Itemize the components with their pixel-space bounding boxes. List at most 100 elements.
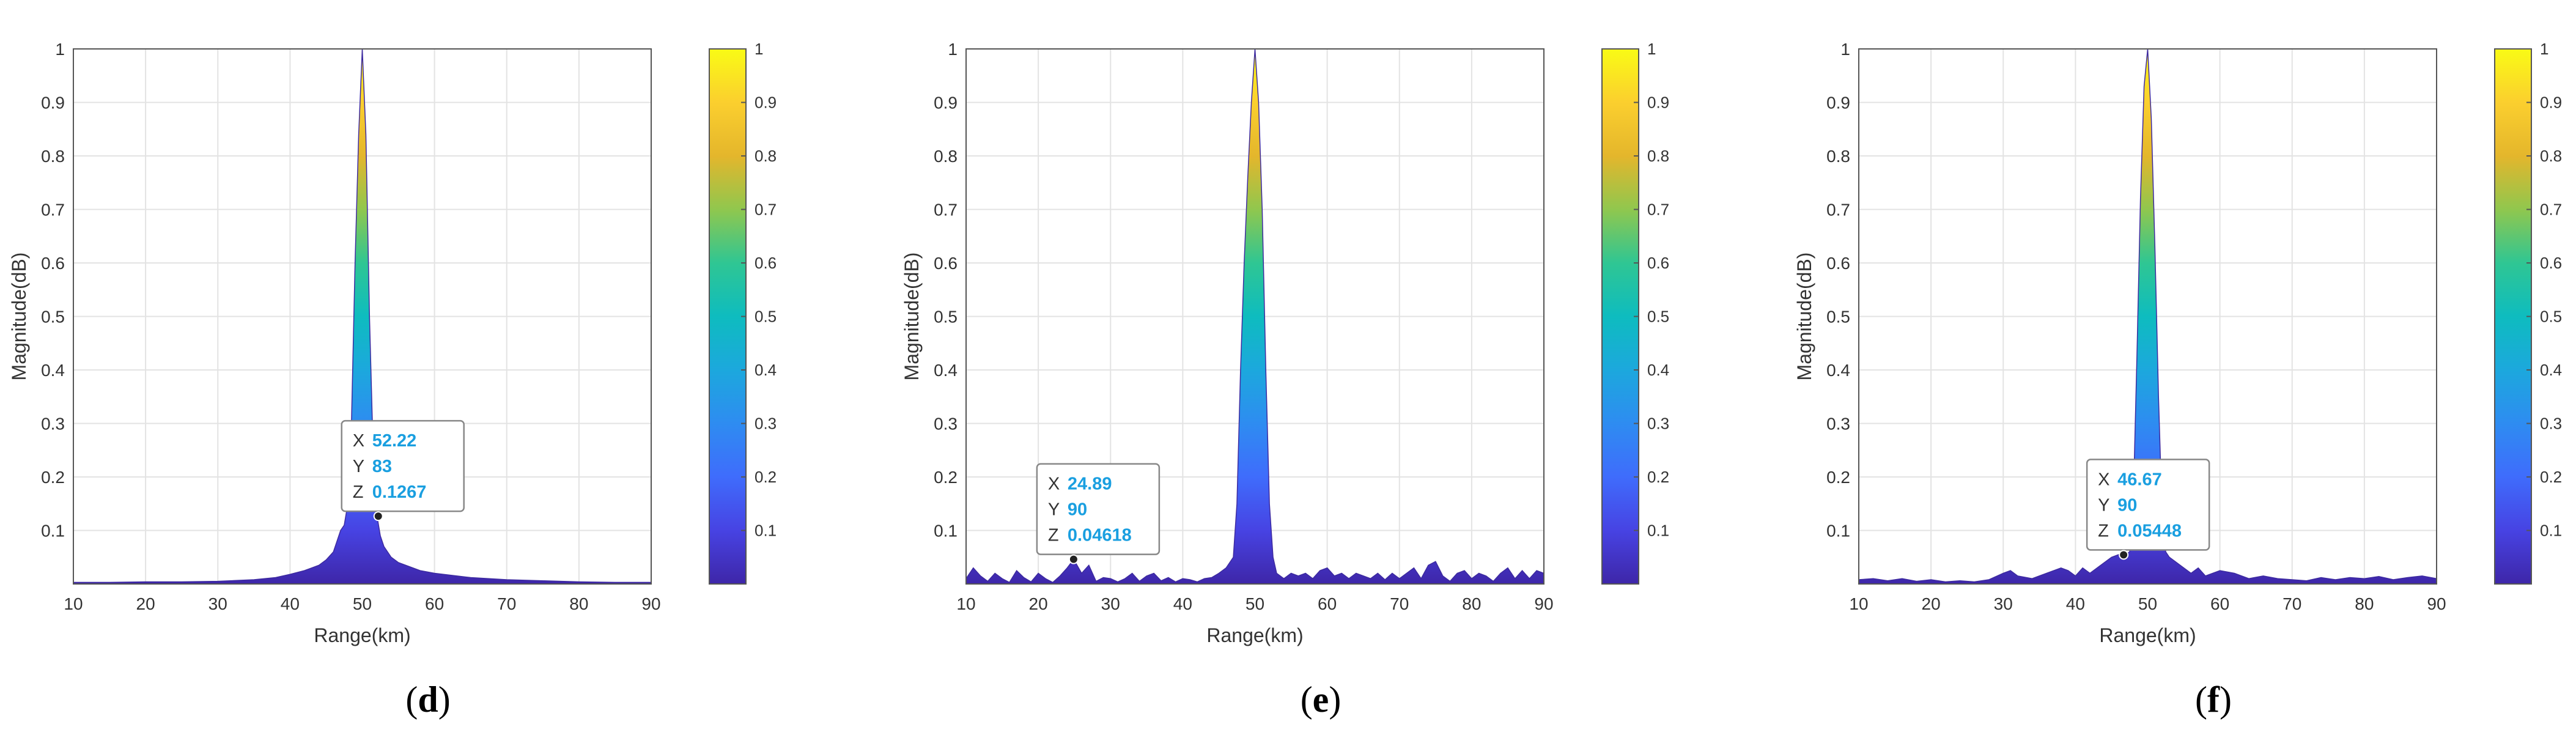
y-tick-label: 0.5 <box>41 308 65 327</box>
datatip-marker <box>2119 550 2129 560</box>
y-tick-label: 0.7 <box>41 201 65 220</box>
panel-label: (d) <box>405 679 451 720</box>
datatip-box <box>341 419 465 512</box>
y-tick-label: 0.4 <box>41 361 65 380</box>
datatip-value: 90 <box>1068 500 1087 520</box>
x-tick-label: 40 <box>1173 594 1192 613</box>
datatip-box <box>1036 463 1161 555</box>
x-tick-label: 80 <box>1462 594 1481 613</box>
x-tick-label: 20 <box>1922 594 1941 613</box>
colorbar-tick-label: 0.3 <box>2540 415 2562 433</box>
x-tick-label: 30 <box>1101 594 1120 613</box>
colorbar <box>1601 48 1639 585</box>
colorbar-tick-label: 0.3 <box>1647 415 1669 433</box>
y-tick-label: 0.7 <box>1826 201 1850 220</box>
datatip-value: 83 <box>372 457 392 476</box>
y-tick-label: 0.2 <box>934 468 958 487</box>
y-tick-label: 0.8 <box>41 147 65 166</box>
x-tick-label: 90 <box>1534 594 1553 613</box>
y-tick-label: 0.8 <box>1826 147 1850 166</box>
y-tick-label: 0.2 <box>41 468 65 487</box>
x-tick-label: 70 <box>2283 594 2301 613</box>
x-tick-label: 70 <box>497 594 516 613</box>
datatip-key: Z <box>1048 526 1059 545</box>
x-tick-label: 10 <box>64 594 83 613</box>
datatip-key: Z <box>353 482 364 502</box>
colorbar <box>709 48 747 585</box>
y-tick-label: 0.5 <box>934 308 958 327</box>
datatip-value: 46.67 <box>2117 470 2162 489</box>
colorbar-tick-label: 1 <box>2540 40 2548 58</box>
y-tick-label: 0.1 <box>1826 522 1850 541</box>
x-axis-label: Range(km) <box>2099 624 2196 646</box>
colorbar-tick-label: 0.9 <box>1647 94 1669 112</box>
colorbar-tick-label: 0.2 <box>2540 468 2562 486</box>
datatip-key: Z <box>2098 521 2109 541</box>
y-tick-label: 0.3 <box>934 415 958 434</box>
y-tick-label: 1 <box>55 40 65 59</box>
y-tick-label: 0.3 <box>41 415 65 434</box>
y-tick-label: 0.4 <box>1826 361 1850 380</box>
x-tick-label: 50 <box>1246 594 1264 613</box>
datatip-value: 52.22 <box>372 431 417 451</box>
x-tick-label: 40 <box>2066 594 2085 613</box>
y-tick-label: 0.6 <box>934 254 958 273</box>
y-tick-label: 0.1 <box>41 522 65 541</box>
x-axis-label: Range(km) <box>1206 624 1303 646</box>
y-tick-label: 0.8 <box>934 147 958 166</box>
y-tick-label: 0.6 <box>41 254 65 273</box>
x-tick-label: 60 <box>1318 594 1337 613</box>
y-axis-label: Magnitude(dB) <box>8 253 30 381</box>
panel-label: (e) <box>1300 679 1342 720</box>
y-axis-label: Magnitude(dB) <box>1793 253 1815 381</box>
datatip-key: Y <box>353 457 364 476</box>
x-tick-label: 90 <box>641 594 660 613</box>
colorbar-tick-label: 1 <box>1647 40 1656 58</box>
datatip-key: X <box>353 431 364 451</box>
colorbar-tick-label: 0.6 <box>2540 254 2562 272</box>
colorbar-tick-label: 0.2 <box>1647 468 1669 486</box>
datatip-value: 90 <box>2117 495 2137 515</box>
datatip-marker <box>373 511 383 522</box>
x-tick-label: 20 <box>136 594 155 613</box>
colorbar-tick-label: 0.9 <box>2540 94 2562 112</box>
range-profile-chart-e: 10 20 30 40 50 60 70 80 90 0.1 0.2 0.3 0.4 0.5 0.6 0.7 0… <box>901 40 1669 646</box>
x-tick-label: 50 <box>2138 594 2157 613</box>
x-tick-label: 60 <box>425 594 444 613</box>
x-axis-label: Range(km) <box>314 624 410 646</box>
colorbar-tick-label: 0.7 <box>755 201 777 219</box>
datatip-key: Y <box>2098 495 2109 515</box>
x-tick-label: 10 <box>956 594 975 613</box>
datatip-value: 0.05448 <box>2117 521 2182 541</box>
colorbar-tick-label: 0.1 <box>1647 522 1669 540</box>
x-tick-label: 30 <box>1994 594 2013 613</box>
datatip-key: X <box>2098 470 2109 489</box>
datatip-key: X <box>1048 475 1060 494</box>
datatip-value: 0.1267 <box>372 482 427 502</box>
colorbar <box>2494 48 2532 585</box>
datatip-value: 24.89 <box>1068 475 1112 494</box>
colorbar-tick-label: 0.7 <box>1647 201 1669 219</box>
colorbar-tick-label: 0.6 <box>755 254 777 272</box>
y-tick-label: 0.9 <box>1826 94 1850 113</box>
y-tick-label: 0.9 <box>41 94 65 113</box>
x-tick-label: 20 <box>1029 594 1048 613</box>
colorbar-tick-label: 0.8 <box>2540 147 2562 165</box>
y-tick-label: 1 <box>948 40 958 59</box>
datatip-value: 0.04618 <box>1068 526 1132 545</box>
y-tick-label: 0.6 <box>1826 254 1850 273</box>
colorbar-tick-label: 0.4 <box>1647 361 1669 379</box>
y-tick-label: 0.4 <box>934 361 958 380</box>
colorbar-tick-label: 0.4 <box>755 361 777 379</box>
chart-panel-f: 10 20 30 40 50 60 70 80 90 0.1 0.2 0.3 0.4 0.5 0.6 0.7 0… <box>1785 0 2576 746</box>
profile-area-series <box>965 48 1544 585</box>
x-tick-label: 40 <box>281 594 300 613</box>
y-axis-label: Magnitude(dB) <box>901 253 923 381</box>
colorbar-tick-label: 0.4 <box>2540 361 2562 379</box>
colorbar-tick-label: 0.5 <box>1647 308 1669 326</box>
x-tick-label: 30 <box>209 594 227 613</box>
profile-area-series <box>1858 48 2437 585</box>
colorbar-tick-label: 0.1 <box>755 522 777 540</box>
x-tick-label: 50 <box>353 594 372 613</box>
y-tick-label: 0.9 <box>934 94 958 113</box>
